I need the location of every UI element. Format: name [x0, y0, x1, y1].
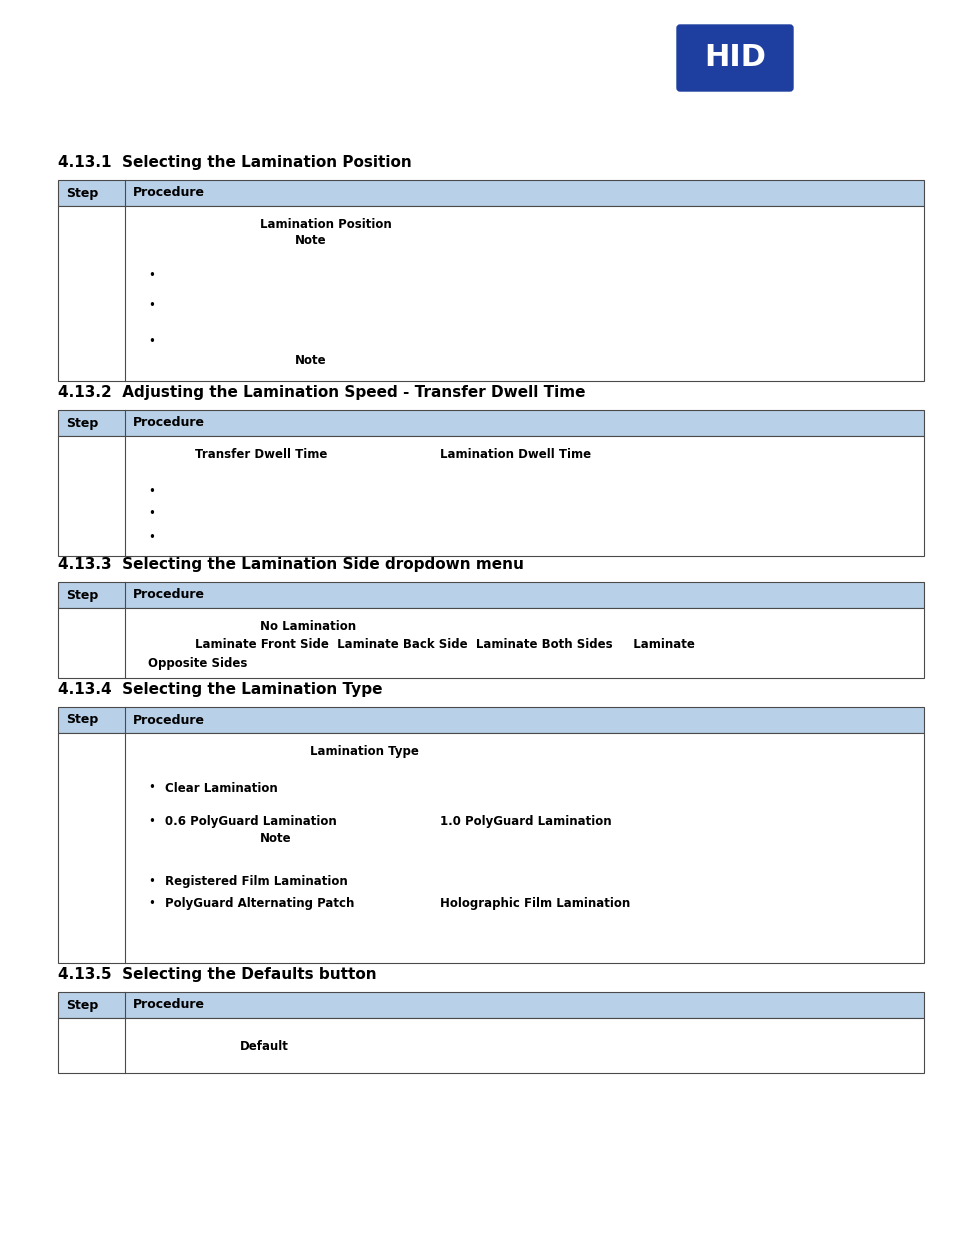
Text: •: • — [148, 508, 154, 520]
Text: 4.13.4  Selecting the Lamination Type: 4.13.4 Selecting the Lamination Type — [58, 682, 382, 697]
Text: •: • — [148, 815, 154, 827]
Text: HID: HID — [703, 43, 765, 73]
Text: Procedure: Procedure — [132, 714, 205, 726]
Text: Procedure: Procedure — [132, 999, 205, 1011]
Bar — [58, 206, 923, 382]
Text: •: • — [148, 484, 154, 498]
Text: 4.13.1  Selecting the Lamination Position: 4.13.1 Selecting the Lamination Position — [58, 156, 412, 170]
Text: 4.13.5  Selecting the Defaults button: 4.13.5 Selecting the Defaults button — [58, 967, 376, 982]
Text: •: • — [148, 300, 154, 312]
Text: Step: Step — [66, 589, 98, 601]
Text: Step: Step — [66, 999, 98, 1011]
Text: Note: Note — [294, 233, 326, 247]
Bar — [58, 992, 923, 1018]
Text: Opposite Sides: Opposite Sides — [148, 657, 247, 669]
Bar — [58, 436, 923, 556]
Bar — [58, 410, 923, 436]
Text: Note: Note — [260, 832, 292, 846]
Text: Procedure: Procedure — [132, 416, 205, 430]
Text: No Lamination: No Lamination — [260, 620, 355, 632]
Bar — [58, 608, 923, 678]
Text: •: • — [148, 531, 154, 543]
Text: Note: Note — [294, 354, 326, 368]
Text: 1.0 PolyGuard Lamination: 1.0 PolyGuard Lamination — [439, 815, 611, 827]
Bar — [58, 706, 923, 734]
Text: •: • — [148, 269, 154, 283]
Text: Transfer Dwell Time: Transfer Dwell Time — [194, 447, 327, 461]
Text: Laminate Front Side  Laminate Back Side  Laminate Both Sides     Laminate: Laminate Front Side Laminate Back Side L… — [194, 638, 694, 652]
Text: •: • — [148, 782, 154, 794]
Text: Step: Step — [66, 714, 98, 726]
Text: 4.13.2  Adjusting the Lamination Speed - Transfer Dwell Time: 4.13.2 Adjusting the Lamination Speed - … — [58, 385, 585, 400]
Text: Registered Film Lamination: Registered Film Lamination — [165, 874, 348, 888]
Text: 4.13.3  Selecting the Lamination Side dropdown menu: 4.13.3 Selecting the Lamination Side dro… — [58, 557, 523, 572]
Bar — [58, 180, 923, 206]
Text: 0.6 PolyGuard Lamination: 0.6 PolyGuard Lamination — [165, 815, 336, 827]
FancyBboxPatch shape — [677, 25, 792, 91]
Text: Procedure: Procedure — [132, 186, 205, 200]
Text: Clear Lamination: Clear Lamination — [165, 782, 277, 794]
Bar — [58, 1018, 923, 1073]
Bar — [58, 582, 923, 608]
Text: •: • — [148, 335, 154, 347]
Text: •: • — [148, 897, 154, 909]
Text: Lamination Type: Lamination Type — [310, 745, 418, 757]
Text: •: • — [148, 874, 154, 888]
Text: Lamination Position: Lamination Position — [260, 217, 392, 231]
Text: PolyGuard Alternating Patch: PolyGuard Alternating Patch — [165, 897, 354, 909]
Text: Procedure: Procedure — [132, 589, 205, 601]
Text: Lamination Dwell Time: Lamination Dwell Time — [439, 447, 591, 461]
Text: Step: Step — [66, 186, 98, 200]
Text: Holographic Film Lamination: Holographic Film Lamination — [439, 897, 630, 909]
Bar — [58, 734, 923, 963]
Text: Step: Step — [66, 416, 98, 430]
Text: Default: Default — [240, 1040, 289, 1052]
